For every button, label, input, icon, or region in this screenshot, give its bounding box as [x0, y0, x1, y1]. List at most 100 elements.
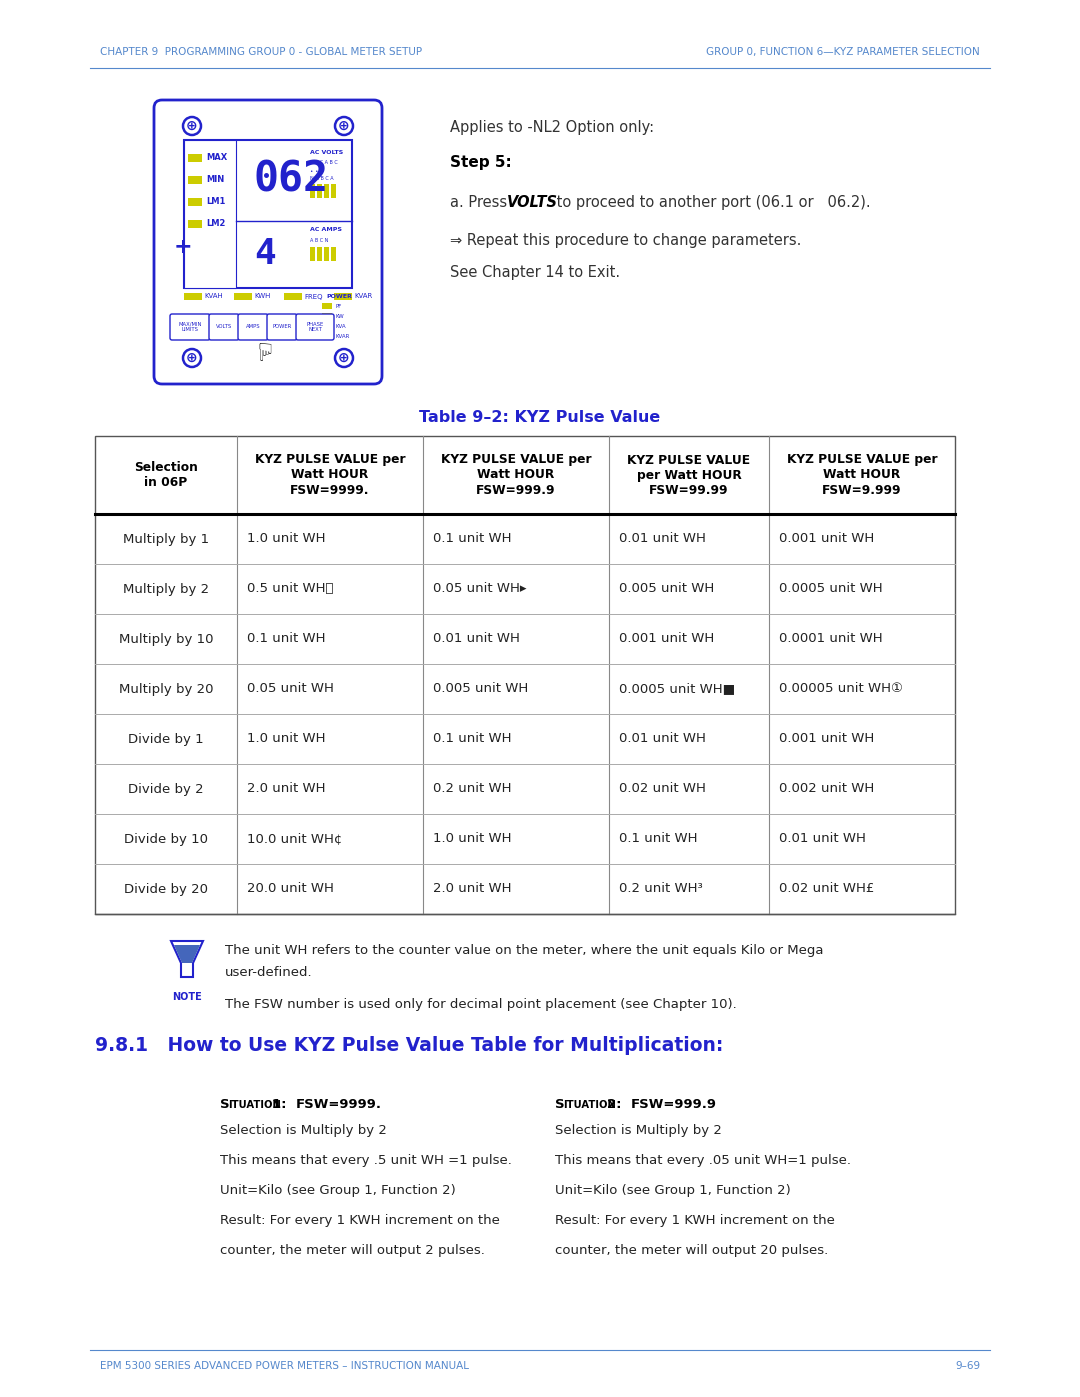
Text: EPM 5300 SERIES ADVANCED POWER METERS – INSTRUCTION MANUAL: EPM 5300 SERIES ADVANCED POWER METERS – …: [100, 1361, 469, 1370]
Bar: [188, 198, 202, 205]
Text: Multiply by 20: Multiply by 20: [119, 683, 213, 696]
Text: ⊕: ⊕: [186, 351, 198, 365]
Bar: [330, 247, 336, 261]
Polygon shape: [174, 944, 200, 963]
Text: FSW=999.9: FSW=999.9: [631, 1098, 717, 1111]
Bar: [322, 323, 332, 330]
Text: A B C A B C: A B C A B C: [310, 161, 338, 165]
Bar: [318, 247, 322, 261]
Bar: [318, 184, 322, 198]
Text: 0.1 unit WH: 0.1 unit WH: [433, 532, 512, 545]
Text: 1.0 unit WH: 1.0 unit WH: [433, 833, 512, 845]
Text: 0.005 unit WH: 0.005 unit WH: [619, 583, 714, 595]
Text: 2.0 unit WH: 2.0 unit WH: [247, 782, 325, 795]
Text: KVAR: KVAR: [354, 293, 373, 299]
Text: 0.001 unit WH: 0.001 unit WH: [619, 633, 714, 645]
Text: 062: 062: [254, 159, 329, 201]
Text: counter, the meter will output 20 pulses.: counter, the meter will output 20 pulses…: [555, 1243, 828, 1257]
Text: 0.2 unit WH³: 0.2 unit WH³: [619, 883, 703, 895]
Text: Multiply by 10: Multiply by 10: [119, 633, 213, 645]
Text: Divide by 10: Divide by 10: [124, 833, 208, 845]
Text: The FSW number is used only for decimal point placement (see Chapter 10).: The FSW number is used only for decimal …: [225, 997, 737, 1011]
Text: Applies to -NL2 Option only:: Applies to -NL2 Option only:: [450, 120, 654, 136]
Text: 0.01 unit WH: 0.01 unit WH: [619, 732, 706, 746]
Text: • • •: • • •: [310, 169, 324, 175]
Text: Unit=Kilo (see Group 1, Function 2): Unit=Kilo (see Group 1, Function 2): [555, 1185, 791, 1197]
Text: 0.2 unit WH: 0.2 unit WH: [433, 782, 512, 795]
Text: 0.1 unit WH: 0.1 unit WH: [247, 633, 325, 645]
Bar: [310, 184, 315, 198]
Text: 20.0 unit WH: 20.0 unit WH: [247, 883, 334, 895]
Text: 0.01 unit WH: 0.01 unit WH: [619, 532, 706, 545]
Text: VOLTS: VOLTS: [216, 324, 232, 330]
Text: A B C N: A B C N: [310, 239, 328, 243]
Text: VOLTS: VOLTS: [507, 196, 558, 210]
Text: S: S: [220, 1098, 230, 1111]
Text: GROUP 0, FUNCTION 6—KYZ PARAMETER SELECTION: GROUP 0, FUNCTION 6—KYZ PARAMETER SELECT…: [706, 47, 980, 57]
FancyBboxPatch shape: [210, 314, 239, 339]
Text: 0.005 unit WH: 0.005 unit WH: [433, 683, 528, 696]
Text: KYZ PULSE VALUE per
Watt HOUR
FSW=9999.: KYZ PULSE VALUE per Watt HOUR FSW=9999.: [255, 454, 405, 496]
Text: MAX/MIN
LIMITS: MAX/MIN LIMITS: [178, 321, 202, 332]
FancyBboxPatch shape: [296, 314, 334, 339]
Text: Selection is Multiply by 2: Selection is Multiply by 2: [555, 1125, 721, 1137]
Text: KYZ PULSE VALUE per
Watt HOUR
FSW=9.999: KYZ PULSE VALUE per Watt HOUR FSW=9.999: [786, 454, 937, 496]
Text: AC VOLTS: AC VOLTS: [310, 149, 343, 155]
Text: ITUATION: ITUATION: [228, 1099, 281, 1109]
Text: LM1: LM1: [206, 197, 226, 207]
Text: ⇒ Repeat this procedure to change parameters.: ⇒ Repeat this procedure to change parame…: [450, 233, 801, 249]
Text: NOTE: NOTE: [172, 992, 202, 1002]
Bar: [188, 154, 202, 162]
Text: 1.0 unit WH: 1.0 unit WH: [247, 532, 325, 545]
Text: POWER: POWER: [272, 324, 292, 330]
Text: AMPS: AMPS: [245, 324, 260, 330]
Text: 0.5 unit WH⓪: 0.5 unit WH⓪: [247, 583, 334, 595]
Bar: [324, 247, 329, 261]
Text: Multiply by 2: Multiply by 2: [123, 583, 210, 595]
Bar: [184, 140, 237, 288]
Bar: [184, 140, 352, 288]
Text: ITUATION: ITUATION: [563, 1099, 616, 1109]
Bar: [322, 313, 332, 319]
Bar: [330, 184, 336, 198]
Text: Selection is Multiply by 2: Selection is Multiply by 2: [220, 1125, 387, 1137]
Text: KYZ PULSE VALUE
per Watt HOUR
FSW=99.99: KYZ PULSE VALUE per Watt HOUR FSW=99.99: [627, 454, 751, 496]
Bar: [322, 332, 332, 339]
Text: 0.00005 unit WH①: 0.00005 unit WH①: [779, 683, 903, 696]
Text: Divide by 20: Divide by 20: [124, 883, 208, 895]
Text: a. Press: a. Press: [450, 196, 512, 210]
Text: PHASE
NEXT: PHASE NEXT: [307, 321, 324, 332]
Text: 4: 4: [254, 237, 275, 271]
Text: Selection
in 06P: Selection in 06P: [134, 461, 198, 489]
Text: KVAH: KVAH: [204, 293, 222, 299]
Text: CHAPTER 9  PROGRAMMING GROUP 0 - GLOBAL METER SETUP: CHAPTER 9 PROGRAMMING GROUP 0 - GLOBAL M…: [100, 47, 422, 57]
Text: LM2: LM2: [206, 219, 226, 229]
Bar: [322, 303, 332, 309]
Text: 0.05 unit WH▸: 0.05 unit WH▸: [433, 583, 527, 595]
Text: PF: PF: [336, 303, 342, 309]
Text: 0.02 unit WH£: 0.02 unit WH£: [779, 883, 874, 895]
FancyBboxPatch shape: [267, 314, 297, 339]
Text: KVAR: KVAR: [336, 334, 350, 338]
Text: 1:: 1:: [272, 1098, 296, 1111]
Text: ⊕: ⊕: [338, 119, 350, 133]
Text: MIN: MIN: [206, 176, 225, 184]
Text: 10.0 unit WH¢: 10.0 unit WH¢: [247, 833, 342, 845]
Text: Result: For every 1 KWH increment on the: Result: For every 1 KWH increment on the: [220, 1214, 500, 1227]
Text: KWH: KWH: [254, 293, 270, 299]
Text: 0.01 unit WH: 0.01 unit WH: [433, 633, 519, 645]
Text: Table 9–2: KYZ Pulse Value: Table 9–2: KYZ Pulse Value: [419, 411, 661, 426]
Bar: [324, 184, 329, 198]
Text: 9–69: 9–69: [955, 1361, 980, 1370]
Text: 0.001 unit WH: 0.001 unit WH: [779, 732, 874, 746]
Bar: [188, 219, 202, 228]
Text: 1.0 unit WH: 1.0 unit WH: [247, 732, 325, 746]
Text: 9.8.1   How to Use KYZ Pulse Value Table for Multiplication:: 9.8.1 How to Use KYZ Pulse Value Table f…: [95, 1037, 724, 1055]
Text: user-defined.: user-defined.: [225, 965, 312, 979]
Text: AC AMPS: AC AMPS: [310, 228, 342, 232]
Text: 2.0 unit WH: 2.0 unit WH: [433, 883, 512, 895]
Bar: [188, 176, 202, 184]
Text: ☝: ☝: [255, 337, 271, 360]
Text: 0.1 unit WH: 0.1 unit WH: [433, 732, 512, 746]
Text: to proceed to another port (06.1 or   06.2).: to proceed to another port (06.1 or 06.2…: [552, 196, 870, 210]
